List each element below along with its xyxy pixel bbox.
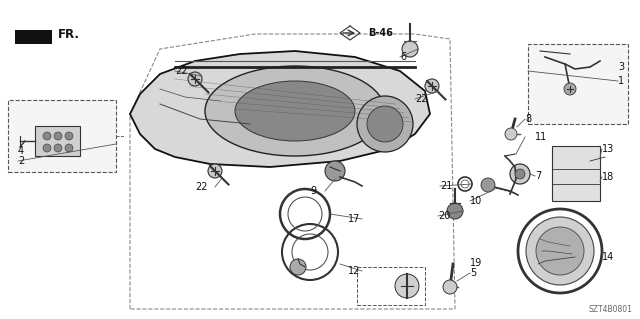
Polygon shape — [15, 30, 52, 44]
Bar — [552, 146, 600, 201]
Text: 19: 19 — [470, 258, 483, 268]
Bar — [8, 100, 116, 172]
Circle shape — [54, 132, 62, 140]
Circle shape — [290, 259, 306, 275]
Text: 10: 10 — [470, 196, 483, 206]
Text: 1: 1 — [618, 76, 624, 86]
Text: 4: 4 — [18, 146, 24, 156]
Circle shape — [564, 83, 576, 95]
Polygon shape — [130, 51, 430, 167]
Text: 12: 12 — [348, 266, 360, 276]
Bar — [528, 44, 628, 124]
Circle shape — [443, 280, 457, 294]
Circle shape — [447, 203, 463, 219]
Text: 11: 11 — [535, 132, 547, 142]
Text: 22: 22 — [415, 94, 428, 104]
Circle shape — [510, 164, 530, 184]
Text: 18: 18 — [602, 172, 614, 182]
Circle shape — [367, 106, 403, 142]
Text: 21: 21 — [440, 181, 452, 191]
Circle shape — [325, 161, 345, 181]
Text: 9: 9 — [310, 186, 316, 196]
Circle shape — [536, 227, 584, 275]
Text: 13: 13 — [602, 144, 614, 154]
Bar — [357, 267, 425, 305]
Circle shape — [395, 274, 419, 298]
Text: 2: 2 — [18, 156, 24, 166]
Circle shape — [54, 144, 62, 152]
Circle shape — [65, 132, 73, 140]
Text: 5: 5 — [470, 268, 476, 278]
Text: SZT4B0801: SZT4B0801 — [588, 305, 632, 314]
Circle shape — [515, 169, 525, 179]
Circle shape — [65, 144, 73, 152]
Text: 22: 22 — [175, 66, 188, 76]
Text: 6: 6 — [400, 52, 406, 62]
Circle shape — [208, 164, 222, 178]
Circle shape — [505, 128, 517, 140]
Circle shape — [43, 144, 51, 152]
Ellipse shape — [205, 66, 385, 156]
Text: 14: 14 — [602, 252, 614, 262]
Circle shape — [425, 79, 439, 93]
Bar — [35, 126, 80, 156]
Circle shape — [357, 96, 413, 152]
Circle shape — [481, 178, 495, 192]
Text: 20: 20 — [438, 211, 451, 221]
Ellipse shape — [235, 81, 355, 141]
Text: 8: 8 — [525, 114, 531, 124]
Text: 22: 22 — [195, 182, 207, 192]
Text: 17: 17 — [348, 214, 360, 224]
Text: 7: 7 — [535, 171, 541, 181]
Circle shape — [188, 72, 202, 86]
Circle shape — [402, 41, 418, 57]
Circle shape — [526, 217, 594, 285]
Circle shape — [43, 132, 51, 140]
Text: B-46: B-46 — [368, 28, 393, 38]
Text: 3: 3 — [618, 62, 624, 72]
Text: FR.: FR. — [58, 27, 80, 41]
